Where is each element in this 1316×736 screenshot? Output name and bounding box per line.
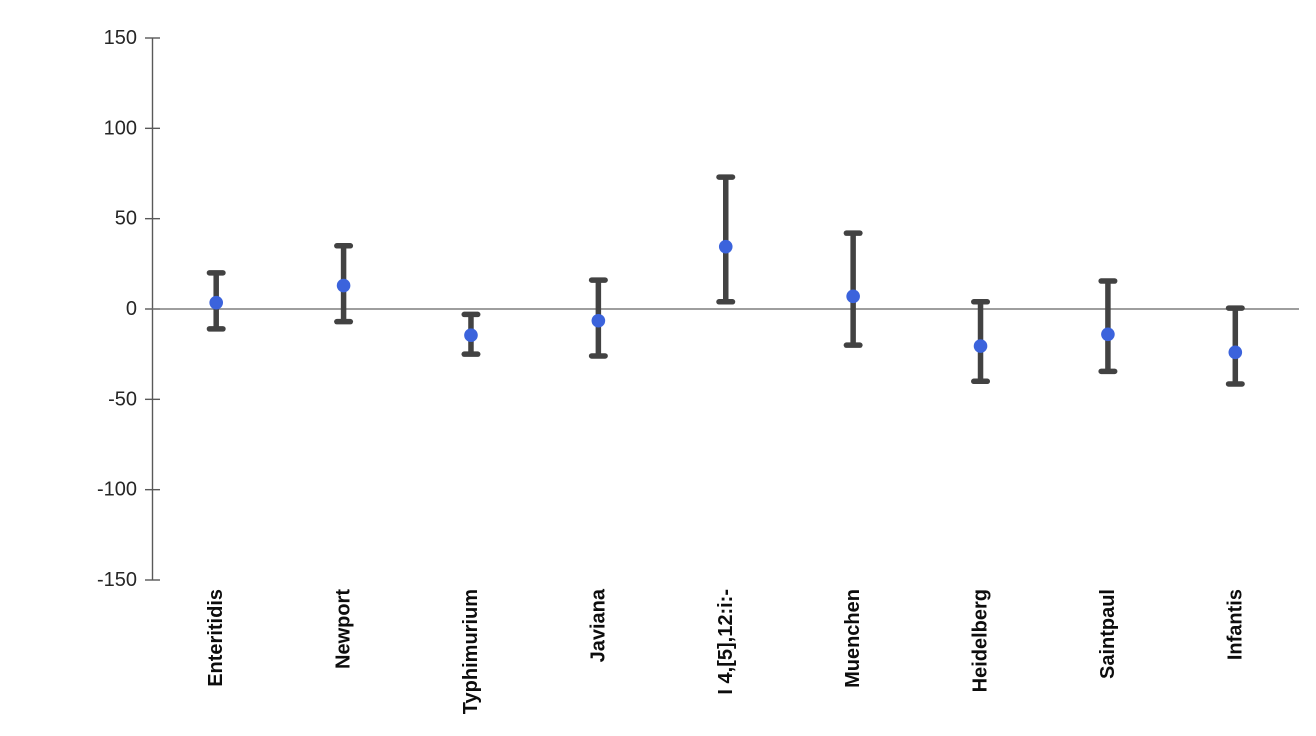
data-point-marker	[973, 339, 988, 353]
y-tick-label: 100	[104, 117, 137, 139]
y-tick-label: -150	[97, 569, 137, 591]
error-bar-cap-bottom	[843, 342, 863, 348]
error-bar-cap-top	[461, 311, 481, 318]
category-label: Newport	[333, 589, 355, 669]
error-bar-cap-top	[588, 277, 608, 283]
error-bar-cap-bottom	[588, 353, 608, 359]
y-tick-label: -50	[108, 388, 137, 410]
y-tick-label: 0	[126, 298, 137, 320]
error-bar-cap-top	[1098, 278, 1118, 284]
category-label: Enteritidis	[205, 589, 227, 687]
category-label: Infantis	[1224, 589, 1246, 660]
category-label: Typhimurium	[460, 589, 482, 714]
category-label: I 4,[5],12:i:-	[715, 589, 737, 695]
data-point-marker	[846, 289, 860, 304]
y-tick-label: -100	[97, 479, 137, 501]
y-tick-label: 50	[115, 208, 137, 230]
y-tick-label: 150	[104, 27, 137, 49]
category-label: Muenchen	[842, 589, 864, 688]
error-bar-cap-bottom	[206, 326, 226, 332]
error-bar-cap-top	[716, 174, 736, 180]
data-point-marker	[336, 278, 351, 293]
error-bar-cap-bottom	[1225, 381, 1245, 387]
error-bar-cap-top	[334, 243, 354, 249]
data-point-marker	[1228, 345, 1243, 360]
data-point-marker	[464, 328, 478, 342]
error-bar-cap-bottom	[971, 378, 991, 385]
error-bar-cap-bottom	[1098, 368, 1118, 375]
data-point-marker	[209, 295, 223, 310]
error-bar-cap-bottom	[461, 351, 481, 357]
error-bar-cap-top	[1225, 305, 1245, 311]
error-bar-cap-bottom	[334, 318, 354, 325]
data-point-marker	[1101, 327, 1115, 342]
data-point-marker	[718, 239, 733, 254]
error-bar-cap-top	[843, 230, 863, 236]
error-bar-cap-top	[206, 270, 226, 276]
error-bar-cap-bottom	[716, 299, 736, 305]
category-label: Heidelberg	[970, 589, 992, 692]
error-bar-cap-top	[971, 299, 991, 305]
category-label: Javiana	[587, 588, 609, 662]
data-point-marker	[591, 313, 606, 328]
category-label: Saintpaul	[1097, 589, 1119, 679]
